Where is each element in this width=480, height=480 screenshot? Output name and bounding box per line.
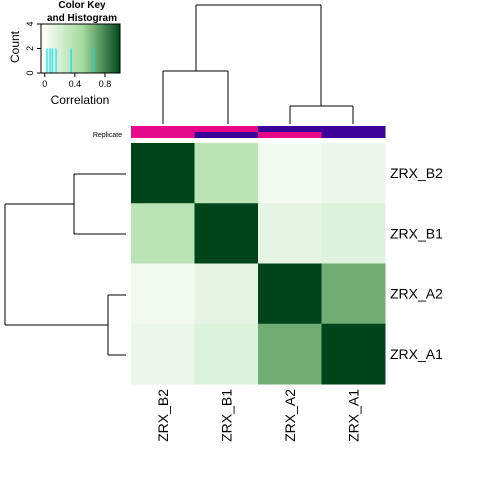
color-key-swatch bbox=[76, 24, 79, 73]
color-key: Color Key and Histogram 0 0.4 0.8 0 2 4 Corr… bbox=[8, 0, 121, 107]
column-label: ZRX_A2 bbox=[282, 389, 298, 442]
color-key-swatch bbox=[84, 24, 87, 73]
color-key-swatch bbox=[70, 24, 73, 73]
color-key-swatch bbox=[90, 24, 93, 73]
heatmap-cell bbox=[321, 143, 386, 204]
heatmap-cell bbox=[258, 323, 322, 385]
color-key-swatch bbox=[62, 24, 66, 73]
color-key-swatch bbox=[116, 24, 119, 73]
color-key-swatch bbox=[108, 24, 111, 73]
color-key-swatch bbox=[68, 24, 72, 73]
color-key-swatch bbox=[58, 24, 62, 73]
color-key-x-axis: 0 0.4 0.8 bbox=[42, 73, 111, 89]
heatmap-cell bbox=[321, 203, 386, 264]
color-key-swatch bbox=[72, 24, 75, 73]
color-key-swatch bbox=[52, 24, 56, 73]
color-key-swatch bbox=[64, 24, 68, 73]
color-key-x-tick-label: 0.8 bbox=[99, 79, 112, 89]
color-key-xlabel: Correlation bbox=[51, 93, 110, 107]
side-color-cell bbox=[321, 126, 386, 132]
heatmap-cell bbox=[258, 203, 322, 264]
color-key-swatch bbox=[110, 24, 113, 73]
color-key-x-tick-label: 0 bbox=[42, 79, 47, 89]
side-color-cell bbox=[258, 132, 322, 138]
row-label: ZRX_A2 bbox=[390, 286, 443, 302]
color-key-swatch bbox=[104, 24, 107, 73]
side-color-cell bbox=[194, 126, 259, 132]
heatmap-cell bbox=[194, 323, 259, 385]
color-key-swatch bbox=[78, 24, 81, 73]
heatmap-cell bbox=[194, 263, 259, 325]
column-labels: ZRX_B2 ZRX_B1 ZRX_A2 ZRX_A1 bbox=[155, 389, 362, 442]
color-key-swatch bbox=[112, 24, 115, 73]
row-label: ZRX_A1 bbox=[390, 346, 443, 362]
color-key-swatch bbox=[98, 24, 101, 73]
column-label: ZRX_B1 bbox=[218, 389, 234, 442]
side-color-cell bbox=[194, 132, 259, 138]
color-key-swatch bbox=[86, 24, 89, 73]
color-key-swatch bbox=[88, 24, 91, 73]
color-key-swatch bbox=[42, 24, 46, 73]
color-key-y-tick-label: 0 bbox=[25, 70, 35, 75]
side-color-cell bbox=[321, 132, 386, 138]
heatmap-cells bbox=[131, 143, 386, 385]
color-key-subtitle: and Histogram bbox=[47, 13, 117, 24]
heatmap-cell bbox=[131, 203, 195, 264]
row-label: ZRX_B1 bbox=[390, 225, 443, 241]
color-key-swatch bbox=[60, 24, 64, 73]
color-key-gradient bbox=[41, 24, 121, 73]
color-key-title: Color Key bbox=[58, 0, 106, 11]
heatmap-cell bbox=[321, 323, 386, 385]
heatmap-cell bbox=[258, 263, 322, 325]
side-color-bars bbox=[131, 126, 386, 138]
row-labels: ZRX_B2 ZRX_B1 ZRX_A2 ZRX_A1 bbox=[390, 165, 443, 362]
color-key-swatch bbox=[118, 24, 121, 73]
side-color-cell bbox=[258, 126, 322, 132]
column-label: ZRX_A1 bbox=[345, 389, 361, 442]
heatmap-cell bbox=[131, 323, 195, 385]
color-key-swatch bbox=[66, 24, 70, 73]
color-key-swatch bbox=[106, 24, 109, 73]
heatmap-cell bbox=[131, 143, 195, 204]
heatmap-cell bbox=[131, 263, 195, 325]
color-key-swatch bbox=[41, 24, 44, 73]
color-key-swatch bbox=[100, 24, 103, 73]
color-key-swatch bbox=[114, 24, 117, 73]
color-key-swatch bbox=[46, 24, 50, 73]
side-color-label: Replicate bbox=[93, 132, 122, 139]
color-key-swatch bbox=[96, 24, 99, 73]
color-key-x-tick-label: 0.4 bbox=[69, 79, 82, 89]
row-dendrogram bbox=[4, 173, 126, 356]
color-key-y-tick-label: 4 bbox=[25, 21, 35, 26]
column-dendrogram bbox=[162, 4, 354, 124]
heatmap-cell bbox=[194, 143, 259, 204]
color-key-ylabel: Count bbox=[8, 30, 22, 63]
heatmap-cell bbox=[258, 143, 322, 204]
column-label: ZRX_B2 bbox=[155, 389, 171, 442]
column-dendrogram-root bbox=[195, 4, 322, 106]
heatmap-cell bbox=[194, 203, 259, 264]
color-key-swatch bbox=[56, 24, 60, 73]
side-color-cell bbox=[131, 126, 195, 132]
color-key-swatch bbox=[82, 24, 85, 73]
heatmap-cell bbox=[321, 263, 386, 325]
color-key-swatch bbox=[94, 24, 97, 73]
row-dendrogram-root bbox=[4, 203, 108, 326]
color-key-histogram bbox=[46, 48, 95, 73]
color-key-swatch bbox=[80, 24, 83, 73]
color-key-swatch bbox=[74, 24, 77, 73]
color-key-swatch bbox=[102, 24, 105, 73]
row-label: ZRX_B2 bbox=[390, 165, 443, 181]
color-key-swatch bbox=[44, 24, 48, 73]
color-key-y-axis: 0 2 4 bbox=[25, 21, 41, 76]
color-key-y-tick-label: 2 bbox=[25, 46, 35, 51]
side-color-cell bbox=[131, 132, 195, 138]
